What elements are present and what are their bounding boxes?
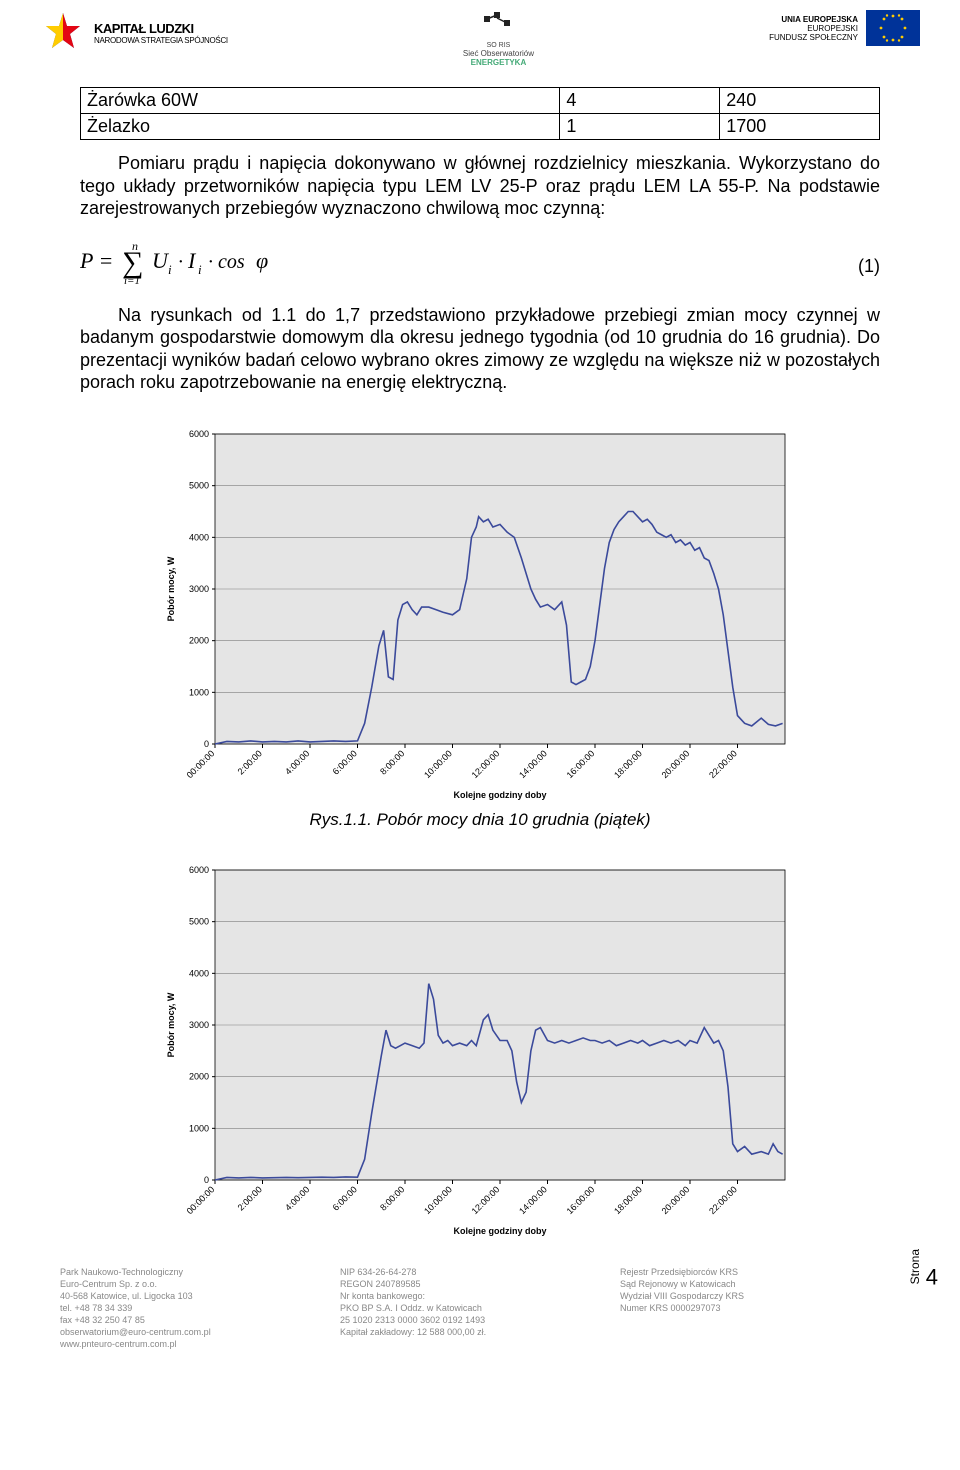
eu-line3: FUNDUSZ SPOŁECZNY [769, 33, 858, 42]
svg-text:10:00:00: 10:00:00 [422, 748, 454, 780]
svg-text:4:00:00: 4:00:00 [283, 748, 311, 776]
soris-line1: SO RIS [463, 42, 534, 49]
svg-text:20:00:00: 20:00:00 [660, 748, 692, 780]
kl-title: KAPITAŁ LUDZKI [94, 21, 228, 36]
svg-text:12:00:00: 12:00:00 [470, 748, 502, 780]
kl-star-icon [40, 10, 86, 56]
svg-text:2:00:00: 2:00:00 [236, 1184, 264, 1212]
svg-text:14:00:00: 14:00:00 [517, 748, 549, 780]
page-footer: Park Naukowo-TechnologicznyEuro-Centrum … [0, 1240, 960, 1371]
svg-text:2:00:00: 2:00:00 [236, 748, 264, 776]
cell: Żarówka 60W [81, 88, 560, 114]
svg-text:Kolejne godziny doby: Kolejne godziny doby [453, 790, 546, 800]
svg-text:I: I [187, 248, 197, 273]
svg-text:6000: 6000 [189, 865, 209, 875]
cell: 240 [720, 88, 880, 114]
table-row: Żelazko 1 1700 [81, 114, 880, 140]
soris-icon [478, 10, 518, 40]
svg-text:Kolejne godziny doby: Kolejne godziny doby [453, 1226, 546, 1236]
svg-text:·: · [178, 251, 183, 273]
svg-text:10:00:00: 10:00:00 [422, 1184, 454, 1216]
svg-text:Pobór mocy, W: Pobór mocy, W [166, 556, 176, 621]
svg-text:20:00:00: 20:00:00 [660, 1184, 692, 1216]
cell: 1 [560, 114, 720, 140]
svg-text:16:00:00: 16:00:00 [565, 748, 597, 780]
intro-paragraph: Pomiaru prądu i napięcia dokonywano w gł… [80, 152, 880, 220]
page-number: 4 [926, 1264, 938, 1289]
svg-text:14:00:00: 14:00:00 [517, 1184, 549, 1216]
cell: Żelazko [81, 114, 560, 140]
svg-text:i: i [168, 262, 172, 277]
svg-text:3000: 3000 [189, 1020, 209, 1030]
svg-text:0: 0 [204, 1175, 209, 1185]
svg-text:2000: 2000 [189, 1071, 209, 1081]
svg-text:18:00:00: 18:00:00 [612, 748, 644, 780]
svg-text:P =: P = [80, 248, 113, 273]
page-side-marker: Strona 4 [908, 1249, 938, 1290]
chart2-container: 0 1000 2000 3000 4000 5000 6000 00:00:00 2:00:00… [160, 860, 800, 1240]
svg-text:6:00:00: 6:00:00 [331, 748, 359, 776]
eu-flag-icon [866, 10, 920, 46]
svg-text:8:00:00: 8:00:00 [378, 748, 406, 776]
eu-line2: EUROPEJSKI [769, 24, 858, 33]
svg-text:4000: 4000 [189, 532, 209, 542]
svg-text:18:00:00: 18:00:00 [612, 1184, 644, 1216]
svg-text:12:00:00: 12:00:00 [470, 1184, 502, 1216]
results-paragraph: Na rysunkach od 1.1 do 1,7 przedstawiono… [80, 304, 880, 394]
eu-line1: UNIA EUROPEJSKA [769, 15, 858, 24]
svg-text:6000: 6000 [189, 429, 209, 439]
svg-text:·: · [208, 251, 213, 273]
soris-line2: Sieć Obserwatoriów [463, 49, 534, 58]
cell: 1700 [720, 114, 880, 140]
cell: 4 [560, 88, 720, 114]
chart1-container: 0 1000 2000 3000 4000 5000 6000 00:00:00 2:00:00… [160, 424, 800, 804]
svg-text:cos: cos [218, 251, 245, 273]
svg-text:4000: 4000 [189, 968, 209, 978]
svg-text:6:00:00: 6:00:00 [331, 1184, 359, 1212]
svg-text:5000: 5000 [189, 480, 209, 490]
svg-text:1000: 1000 [189, 1123, 209, 1133]
equation-number: (1) [858, 256, 880, 277]
chart1-caption: Rys.1.1. Pobór mocy dnia 10 grudnia (pią… [300, 810, 660, 830]
svg-text:Pobór mocy, W: Pobór mocy, W [166, 992, 176, 1057]
svg-text:1000: 1000 [189, 687, 209, 697]
svg-text:00:00:00: 00:00:00 [185, 748, 217, 780]
logo-so-ris: SO RIS Sieć Obserwatoriów ENERGETYKA [463, 10, 534, 67]
kl-subtitle: NARODOWA STRATEGIA SPÓJNOŚCI [94, 36, 228, 45]
footer-col1: Park Naukowo-TechnologicznyEuro-Centrum … [60, 1266, 340, 1351]
svg-text:0: 0 [204, 739, 209, 749]
svg-text:i: i [198, 262, 202, 277]
svg-text:22:00:00: 22:00:00 [707, 1184, 739, 1216]
footer-col2: NIP 634-26-64-278REGON 240789585Nr konta… [340, 1266, 620, 1351]
strona-label: Strona [908, 1249, 922, 1284]
svg-text:22:00:00: 22:00:00 [707, 748, 739, 780]
page-header: KAPITAŁ LUDZKI NARODOWA STRATEGIA SPÓJNO… [0, 0, 960, 67]
svg-text:8:00:00: 8:00:00 [378, 1184, 406, 1212]
logo-eu: UNIA EUROPEJSKA EUROPEJSKI FUNDUSZ SPOŁE… [769, 10, 920, 46]
formula-svg: P = n ∑ i=1 U i · I i · cos φ [80, 238, 300, 286]
svg-text:5000: 5000 [189, 916, 209, 926]
svg-text:16:00:00: 16:00:00 [565, 1184, 597, 1216]
logo-kapital-ludzki: KAPITAŁ LUDZKI NARODOWA STRATEGIA SPÓJNO… [40, 10, 228, 56]
table-row: Żarówka 60W 4 240 [81, 88, 880, 114]
svg-text:3000: 3000 [189, 584, 209, 594]
formula-block: P = n ∑ i=1 U i · I i · cos φ (1) [80, 238, 880, 286]
svg-text:φ: φ [256, 248, 268, 273]
equipment-table: Żarówka 60W 4 240 Żelazko 1 1700 [80, 87, 880, 140]
svg-text:2000: 2000 [189, 635, 209, 645]
svg-text:i=1: i=1 [124, 275, 140, 286]
svg-text:4:00:00: 4:00:00 [283, 1184, 311, 1212]
svg-text:00:00:00: 00:00:00 [185, 1184, 217, 1216]
soris-line3: ENERGETYKA [463, 58, 534, 67]
footer-col3: Rejestr Przedsiębiorców KRSSąd Rejonowy … [620, 1266, 900, 1351]
